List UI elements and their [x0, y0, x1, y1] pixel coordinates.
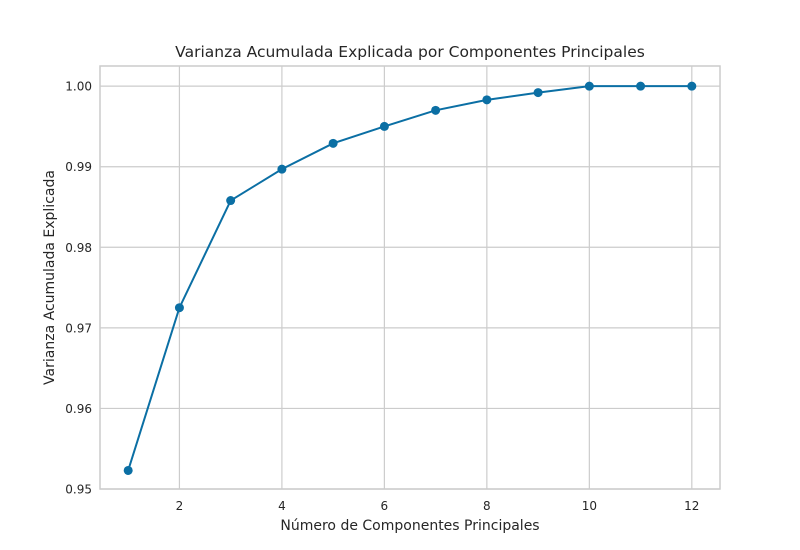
data-point	[687, 81, 697, 91]
x-tick-label: 2	[176, 499, 184, 513]
data-point	[584, 81, 594, 91]
data-series	[123, 81, 697, 475]
tick-labels: 2 4 6 8 10 12 0.95 0.96 0.97 0.98 0.99 1.00	[65, 80, 699, 513]
data-point	[277, 164, 287, 174]
data-point	[482, 95, 492, 105]
x-axis-label: Número de Componentes Principales	[280, 518, 539, 534]
data-point	[226, 196, 236, 206]
x-tick-label: 10	[582, 499, 597, 513]
y-axis-label: Varianza Acumulada Explicada	[42, 170, 58, 385]
x-tick-label: 12	[684, 499, 699, 513]
data-point	[328, 138, 338, 148]
y-tick-label: 1.00	[65, 80, 92, 94]
y-tick-label: 0.97	[65, 321, 92, 335]
y-tick-label: 0.95	[65, 483, 92, 497]
data-point	[636, 81, 646, 91]
chart-title: Varianza Acumulada Explicada por Compone…	[175, 43, 645, 61]
grid	[100, 66, 720, 490]
data-point	[123, 465, 133, 475]
data-point	[533, 88, 543, 98]
y-tick-label: 0.98	[65, 241, 92, 255]
series-line	[127, 85, 692, 471]
x-tick-label: 6	[381, 499, 389, 513]
x-tick-label: 8	[483, 499, 491, 513]
data-point	[379, 121, 389, 131]
x-tick-label: 4	[278, 499, 286, 513]
data-point	[431, 105, 441, 115]
data-point	[174, 303, 184, 313]
y-tick-label: 0.99	[65, 160, 92, 174]
y-tick-label: 0.96	[65, 402, 92, 416]
plot-area	[99, 65, 721, 490]
